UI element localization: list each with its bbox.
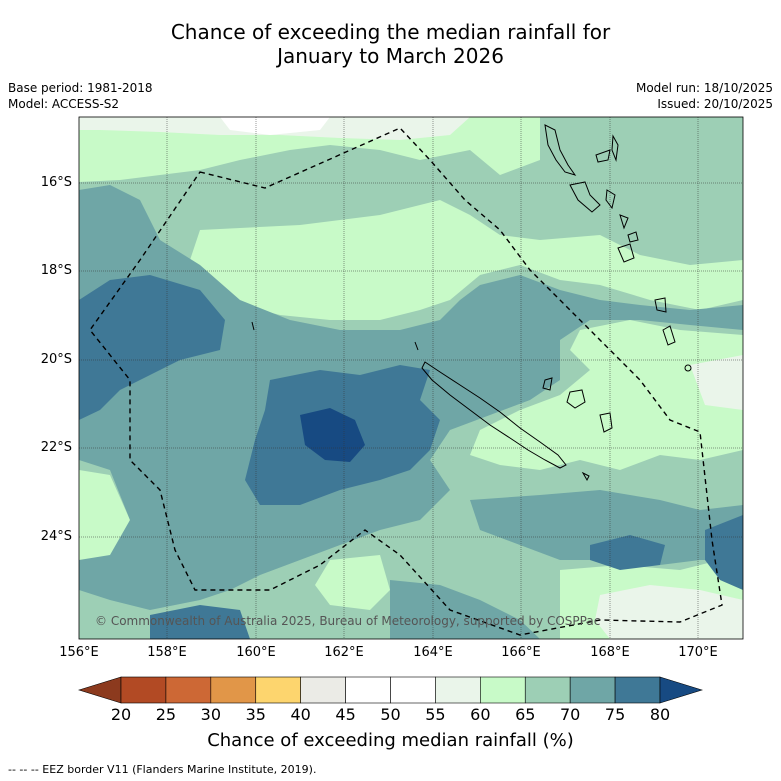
lon-label: 156°E xyxy=(59,645,99,660)
vanuatu-islands xyxy=(544,124,676,346)
title-line-1: Chance of exceeding the median rainfall … xyxy=(170,20,611,44)
lat-label: 16°S xyxy=(40,175,72,190)
lat-label: 20°S xyxy=(40,352,72,367)
lon-label: 160°E xyxy=(236,645,276,660)
small-islets xyxy=(251,321,590,482)
region-75-80-southeast xyxy=(590,535,665,570)
colorbar-cell xyxy=(524,676,571,704)
lat-label: 22°S xyxy=(40,440,72,455)
region-60-65-east xyxy=(470,320,743,470)
region-70-75-southeast xyxy=(470,490,743,565)
colorbar-tick-label: 35 xyxy=(245,705,266,724)
colorbar-tick-label: 45 xyxy=(335,705,356,724)
region-75-80-west xyxy=(79,275,225,420)
colorbar-tick-label: 75 xyxy=(604,705,626,724)
colorbar-cell xyxy=(120,676,167,704)
model-name: Model: ACCESS-S2 xyxy=(8,97,120,111)
lon-label: 166°E xyxy=(501,645,541,660)
region-75-80-south xyxy=(150,605,250,639)
map-frame xyxy=(78,116,744,640)
lon-label: 170°E xyxy=(678,645,718,660)
lat-label: 18°S xyxy=(40,263,72,278)
colorbar-cell xyxy=(614,676,661,704)
colorbar-tick-label: 80 xyxy=(649,705,671,724)
colorbar-cell xyxy=(435,676,481,704)
colorbar-tick-label: 70 xyxy=(559,705,581,724)
colorbar-cell xyxy=(255,676,301,704)
region-55-60-southeast xyxy=(595,585,743,639)
colorbar-cell xyxy=(390,676,436,704)
lon-label: 164°E xyxy=(413,645,453,660)
base-period: Base period: 1981-2018 xyxy=(8,81,153,95)
colorbar-cell xyxy=(569,676,616,704)
region-70-75-south xyxy=(390,580,540,639)
colorbar-tick-label: 50 xyxy=(380,705,401,724)
graticule xyxy=(79,117,743,639)
region-55-60-east xyxy=(690,355,743,410)
lon-label: 168°E xyxy=(590,645,630,660)
title-line-2: January to March 2026 xyxy=(277,44,504,68)
colorbar-tick-label: 25 xyxy=(155,705,177,724)
colorbar-right-arrow xyxy=(659,676,704,704)
region-60-65-central xyxy=(190,200,743,320)
colorbar-tick-label: 30 xyxy=(200,705,221,724)
issued-date: Issued: 20/10/2025 xyxy=(657,97,773,111)
colorbar-cell xyxy=(210,676,257,704)
colorbar-cell xyxy=(480,676,526,704)
colorbar-cell xyxy=(300,676,346,704)
new-caledonia-outline xyxy=(421,361,567,469)
lon-label: 158°E xyxy=(147,645,187,660)
region-75-80-east xyxy=(705,515,743,590)
model-run: Model run: 18/10/2025 xyxy=(635,81,773,95)
region-80-plus xyxy=(300,408,365,462)
loyalty-islands xyxy=(542,377,613,433)
colorbar xyxy=(77,676,704,704)
colorbar-cell xyxy=(165,676,212,704)
colorbar-tick-label: 20 xyxy=(110,705,132,724)
colorbar-cell xyxy=(345,676,391,704)
colorbar-tick-label: 65 xyxy=(515,705,536,724)
lat-label: 24°S xyxy=(40,529,72,544)
colorbar-tick-label: 55 xyxy=(425,705,446,724)
lon-label: 162°E xyxy=(324,645,364,660)
eez-legend-note: -- -- -- EEZ border V11 (Flanders Marine… xyxy=(8,763,317,776)
copyright-notice: © Commonwealth of Australia 2025, Bureau… xyxy=(95,614,601,628)
colorbar-title: Chance of exceeding median rainfall (%) xyxy=(207,730,574,751)
colorbar-left-arrow xyxy=(77,676,122,704)
region-50-55-north xyxy=(220,117,330,135)
region-60-65-southcentral xyxy=(315,555,390,610)
colorbar-tick-label: 40 xyxy=(290,705,311,724)
islet xyxy=(684,364,692,372)
colorbar-tick-label: 60 xyxy=(470,705,491,724)
